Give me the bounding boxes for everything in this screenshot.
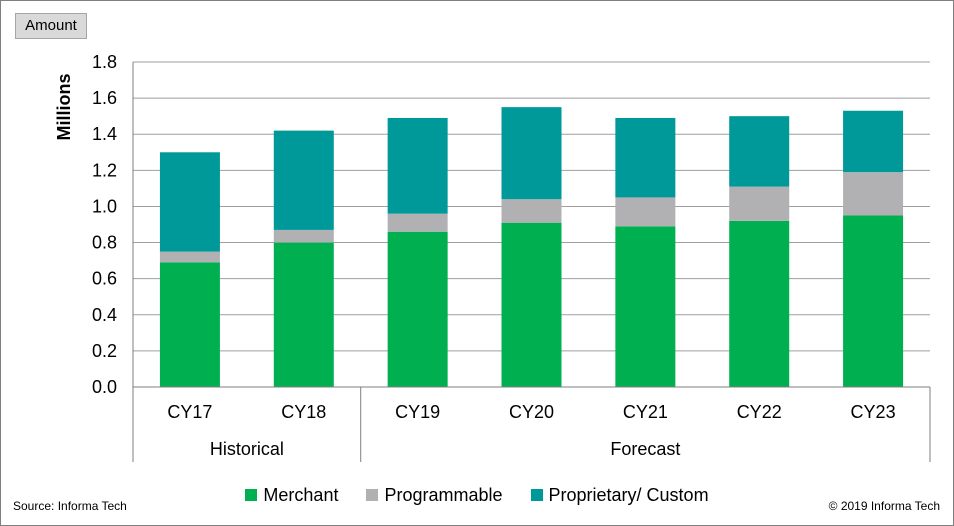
x-tick-labels: CY17 CY18 CY19 CY20 CY21 CY22 CY23 <box>167 402 895 422</box>
bar-segment-merchant-cy23 <box>843 215 904 387</box>
x-tick-label: CY17 <box>167 402 212 422</box>
bar-segment-programmable-cy21 <box>615 197 676 227</box>
bar-segment-proprietary-custom-cy21 <box>615 117 676 198</box>
group-label: Historical <box>210 439 284 459</box>
bar-segment-merchant-cy19 <box>387 231 448 387</box>
legend: Merchant Programmable Proprietary/ Custom <box>0 483 954 507</box>
bar-segment-programmable-cy20 <box>501 199 562 223</box>
bar-segment-merchant-cy22 <box>729 220 790 387</box>
x-tick-label: CY19 <box>395 402 440 422</box>
bar-segment-programmable-cy19 <box>387 213 448 232</box>
y-tick-label: 1.8 <box>92 52 117 72</box>
axes <box>132 62 931 462</box>
y-tick-label: 1.4 <box>92 124 117 144</box>
copyright-note: © 2019 Informa Tech <box>828 499 940 513</box>
legend-label: Merchant <box>263 484 339 505</box>
x-tick-label: CY18 <box>281 402 326 422</box>
bar-segment-proprietary-custom-cy23 <box>843 110 904 173</box>
x-tick-label: CY23 <box>851 402 896 422</box>
x-tick-label: CY20 <box>509 402 554 422</box>
bar-segment-programmable-cy17 <box>159 251 220 263</box>
bar-segment-programmable-cy18 <box>273 229 334 243</box>
legend-item: Programmable <box>366 484 503 506</box>
bar-segment-merchant-cy17 <box>159 262 220 387</box>
bars <box>159 107 904 387</box>
y-tick-label: 0.8 <box>92 233 117 253</box>
legend-swatch <box>366 489 379 501</box>
y-tick-label: 1.0 <box>92 196 117 216</box>
bar-segment-proprietary-custom-cy17 <box>159 152 220 252</box>
x-tick-label: CY21 <box>623 402 668 422</box>
bar-segment-proprietary-custom-cy19 <box>387 117 448 214</box>
legend-label: Proprietary/ Custom <box>548 484 709 505</box>
legend-label: Programmable <box>384 484 503 505</box>
amount-tag: Amount <box>15 13 87 39</box>
y-tick-label: 0.4 <box>92 305 117 325</box>
legend-item: Proprietary/ Custom <box>530 484 709 506</box>
bar-segment-merchant-cy18 <box>273 242 334 387</box>
bar-segment-proprietary-custom-cy22 <box>729 116 790 187</box>
legend-swatch <box>530 489 543 501</box>
bar-segment-proprietary-custom-cy20 <box>501 107 562 200</box>
legend-swatch <box>245 489 258 501</box>
y-tick-label: 1.2 <box>92 160 117 180</box>
bar-segment-proprietary-custom-cy18 <box>273 130 334 230</box>
category-groups: Historical Forecast <box>210 439 681 459</box>
bar-segment-merchant-cy21 <box>615 226 676 387</box>
y-tick-label: 0.0 <box>92 377 117 397</box>
group-label: Forecast <box>610 439 680 459</box>
bar-segment-programmable-cy23 <box>843 172 904 216</box>
x-tick-label: CY22 <box>737 402 782 422</box>
bar-segment-programmable-cy22 <box>729 186 790 221</box>
y-tick-label: 0.6 <box>92 269 117 289</box>
legend-item: Merchant <box>245 485 338 506</box>
y-tick-labels: 0.0 0.2 0.4 0.6 0.8 1.0 1.2 1.4 1.6 1.8 <box>92 52 117 397</box>
source-note: Source: Informa Tech <box>13 499 127 513</box>
y-axis-label: Millions <box>54 74 74 141</box>
y-tick-label: 0.2 <box>92 341 117 361</box>
y-tick-label: 1.6 <box>92 88 117 108</box>
bar-segment-merchant-cy20 <box>501 222 562 387</box>
